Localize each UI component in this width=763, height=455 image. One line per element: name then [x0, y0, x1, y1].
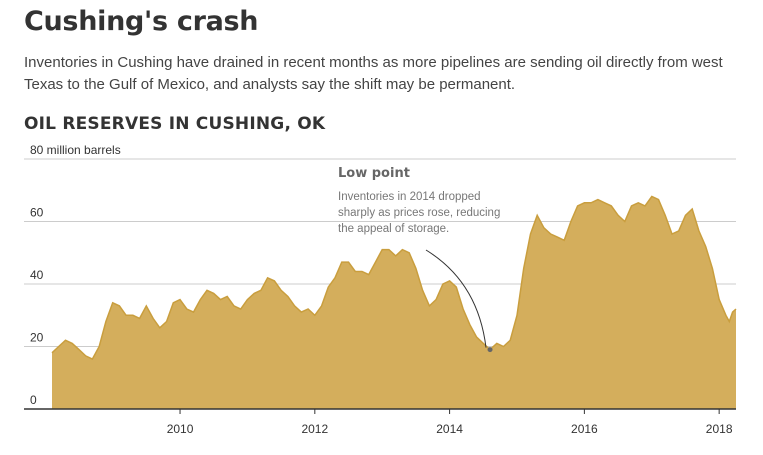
annotation-point-marker [487, 347, 493, 353]
y-tick-label-40: 40 [30, 268, 44, 282]
y-tick-label-0: 0 [30, 393, 37, 407]
axis-layer: 0 20 40 60 80 million barrels 2010 2012 2014 201… [24, 143, 736, 436]
x-tick-label-2014: 2014 [436, 422, 463, 436]
y-tick-label-60: 60 [30, 206, 44, 220]
annotation-title: Low point [338, 166, 410, 181]
chart-title: OIL RESERVES IN CUSHING, OK [24, 114, 326, 134]
annotation-text-line: the appeal of storage. [338, 223, 449, 235]
x-tick-label-2012: 2012 [301, 422, 328, 436]
dek: Inventories in Cushing have drained in r… [24, 54, 723, 93]
x-tick-label-2018: 2018 [706, 422, 733, 436]
reserves-line [51, 195, 737, 360]
headline: Cushing's crash [24, 6, 259, 37]
annotation-layer: Low point Inventories in 2014 dropped shar… [338, 166, 500, 353]
annotation-text-line: Inventories in 2014 dropped [338, 191, 481, 203]
annotation-leader-line [425, 249, 487, 348]
y-tick-label-20: 20 [30, 331, 44, 345]
reserves-area [52, 196, 736, 409]
x-tick-label-2016: 2016 [571, 422, 598, 436]
annotation-text-line: sharply as prices rose, reducing [338, 207, 500, 219]
area-layer [51, 195, 737, 409]
y-tick-label-80: 80 million barrels [30, 143, 121, 157]
x-tick-label-2010: 2010 [167, 422, 194, 436]
